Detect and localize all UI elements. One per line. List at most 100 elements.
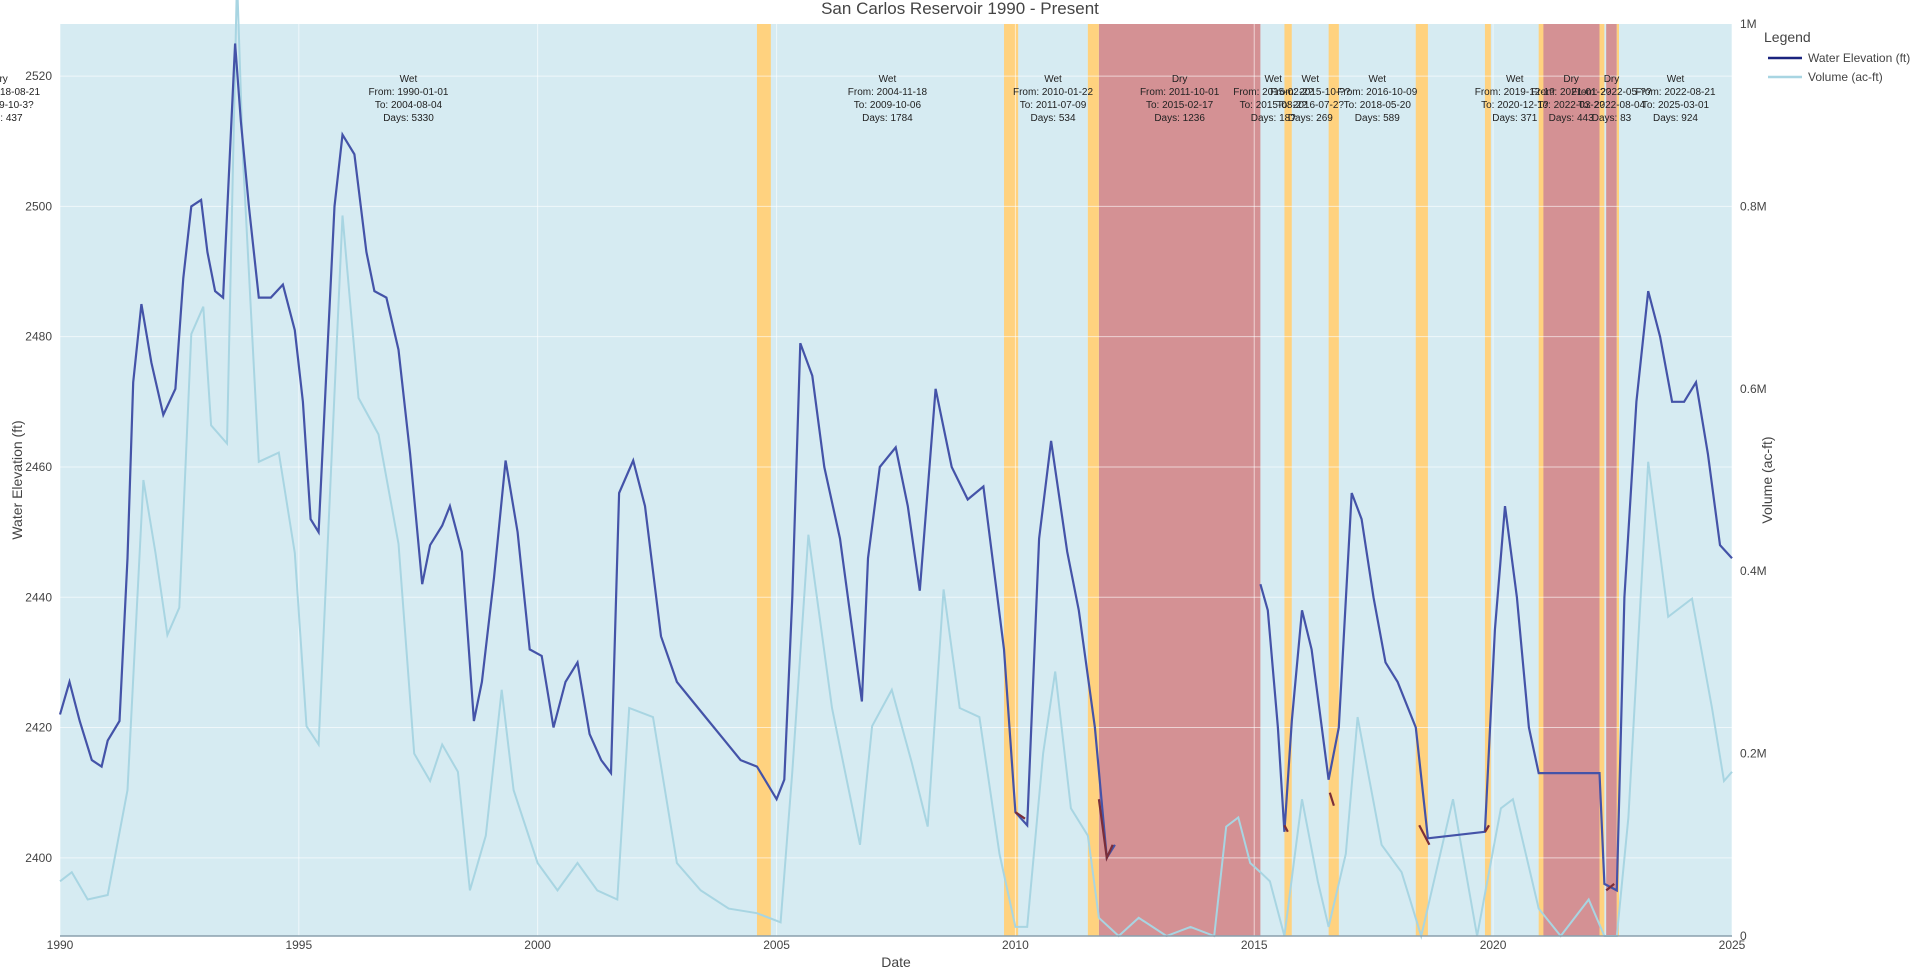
period-label-0: Wet From: 1990-01-01 To: 2004-08-04 Days: 5…	[368, 74, 448, 124]
y2-axis-label: Volume (ac-ft)	[1759, 436, 1775, 523]
period-label-5: Wet From: 2015-10-?? To: 2016-07-2? Days: 2…	[1270, 74, 1350, 124]
period-labels: Wet From: 1990-01-01 To: 2004-08-04 Days: 5…	[0, 74, 1716, 124]
period-label-0-to: To: 2004-08-04	[375, 100, 443, 111]
period-label-3: Dry From: 2011-10-01 To: 2015-02-17 Days: 1…	[1140, 74, 1220, 124]
period-label-6-to: To: 2018-05-20	[1344, 100, 1412, 111]
x-tick-label-4: 2010	[1002, 938, 1029, 952]
period-label-8: Wet From: 2019-12-1? To: 2020-12-1? Days: 3…	[1475, 74, 1555, 124]
period-label-11-from: From: 2022-08-21	[1635, 87, 1715, 98]
period-label-7-to: To: 2019-10-3?	[0, 100, 34, 111]
transition-band-5	[1415, 24, 1428, 936]
period-label-3-from: From: 2011-10-01	[1140, 87, 1220, 98]
series-lines	[58, 0, 1733, 940]
period-label-9-days: Days: 443	[1549, 113, 1594, 124]
period-label-1-state: Wet	[879, 74, 897, 85]
period-label-10-days: Days: 83	[1592, 113, 1632, 124]
period-label-11-state: Wet	[1667, 74, 1685, 85]
y2-tick-label-0: 0	[1740, 929, 1747, 943]
period-label-3-to: To: 2015-02-17	[1146, 100, 1214, 111]
period-label-0-days: Days: 5330	[383, 113, 434, 124]
period-label-10-state: Dry	[1604, 74, 1620, 85]
period-label-8-days: Days: 371	[1492, 113, 1537, 124]
transition-band-9	[1616, 24, 1619, 936]
transition-band-7	[1538, 24, 1544, 936]
period-label-9-to: To: 2022-03-2?	[1537, 100, 1605, 111]
y-tick-label-6: 2520	[25, 69, 52, 83]
x-tick-label-5: 2015	[1241, 938, 1268, 952]
transition-band-4	[1328, 24, 1339, 936]
grid-lines	[59, 24, 1733, 936]
y-tick-label-5: 2500	[25, 199, 52, 213]
period-label-5-from: From: 2015-10-??	[1270, 87, 1350, 98]
period-bands	[60, 24, 1732, 936]
elevation-dark-segment-5	[1484, 824, 1490, 833]
x-tick-label-6: 2020	[1480, 938, 1507, 952]
y-tick-label-0: 2400	[25, 851, 52, 865]
y2-tick-label-5: 1M	[1740, 17, 1757, 31]
volume-line	[59, 0, 1733, 940]
period-label-8-state: Wet	[1506, 74, 1524, 85]
legend-title: Legend	[1764, 29, 1811, 45]
transition-band-8	[1599, 24, 1605, 936]
period-label-9-state: Dry	[1563, 74, 1579, 85]
y-axis-label: Water Elevation (ft)	[9, 420, 25, 539]
x-tick-label-3: 2005	[763, 938, 790, 952]
dry-band-3	[1098, 24, 1261, 936]
period-label-2-days: Days: 534	[1030, 113, 1075, 124]
y-tick-label-1: 2420	[25, 721, 52, 735]
period-label-11-to: To: 2025-03-01	[1642, 100, 1710, 111]
transition-band-0	[756, 24, 771, 936]
transition-band-6	[1484, 24, 1491, 936]
period-label-2-from: From: 2010-01-22	[1013, 87, 1093, 98]
transition-band-1	[1004, 24, 1019, 936]
period-label-9-from: From: 2021-01-??	[1531, 87, 1611, 98]
period-label-7-from: From: 2018-08-21	[0, 87, 40, 98]
period-label-4: Wet From: 2015-02-2? To: 2015-08-2? Days: 1…	[1233, 74, 1313, 124]
x-tick-label-1: 1995	[285, 938, 312, 952]
period-label-6-days: Days: 589	[1355, 113, 1400, 124]
period-label-0-from: From: 1990-01-01	[368, 87, 448, 98]
elevation-line-2	[1259, 290, 1733, 893]
period-label-4-state: Wet	[1264, 74, 1282, 85]
dry-band-10	[1606, 24, 1617, 936]
y2-tick-label-4: 0.8M	[1740, 199, 1767, 213]
period-label-1-from: From: 2004-11-18	[848, 87, 928, 98]
elevation-line	[58, 43, 1116, 862]
axes: 1990 1995 2000 2005 2010 2015 2020 2025 2400 2420…	[25, 17, 1766, 952]
elevation-dark-segment-6	[1605, 883, 1615, 892]
legend-entry-volume: Volume (ac-ft)	[1808, 70, 1883, 84]
elevation-dark-segment-3	[1328, 792, 1335, 807]
period-label-6-state: Wet	[1368, 74, 1386, 85]
period-label-1-days: Days: 1784	[862, 113, 913, 124]
x-tick-label-7: 2025	[1719, 938, 1746, 952]
y2-tick-label-1: 0.2M	[1740, 747, 1767, 761]
period-label-8-from: From: 2019-12-1?	[1475, 87, 1555, 98]
period-label-2-state: Wet	[1044, 74, 1062, 85]
period-label-4-from: From: 2015-02-2?	[1233, 87, 1313, 98]
period-label-3-state: Dry	[1172, 74, 1188, 85]
y2-tick-label-3: 0.6M	[1740, 382, 1767, 396]
period-label-11-days: Days: 924	[1653, 113, 1698, 124]
elevation-dark-segment-2	[1283, 824, 1289, 833]
period-label-7: Dry From: 2018-08-21 To: 2019-10-3? Days: 4…	[0, 74, 40, 124]
period-label-5-to: To: 2016-07-2?	[1277, 100, 1345, 111]
y-tick-label-2: 2440	[25, 590, 52, 604]
period-label-5-state: Wet	[1302, 74, 1320, 85]
wet-background	[60, 24, 1732, 936]
period-label-6: Wet From: 2016-10-09 To: 2018-05-20 Days: 5…	[1337, 74, 1417, 124]
transition-band-3	[1284, 24, 1292, 936]
period-label-9: Dry From: 2021-01-?? To: 2022-03-2? Days: 4…	[1531, 74, 1611, 124]
transition-band-2	[1087, 24, 1099, 936]
chart-title: San Carlos Reservoir 1990 - Present	[821, 0, 1099, 18]
x-tick-label-2: 2000	[524, 938, 551, 952]
y-tick-label-3: 2460	[25, 460, 52, 474]
x-axis-label: Date	[881, 954, 911, 970]
period-label-0-state: Wet	[400, 74, 418, 85]
dry-band-9	[1542, 24, 1600, 936]
period-label-10: Dry From: 2022-05-?? To: 2022-08-04 Days: 8…	[1571, 74, 1651, 124]
period-label-8-to: To: 2020-12-1?	[1481, 100, 1549, 111]
elevation-dark-segment-1	[1097, 799, 1114, 862]
period-label-5-days: Days: 269	[1288, 113, 1333, 124]
